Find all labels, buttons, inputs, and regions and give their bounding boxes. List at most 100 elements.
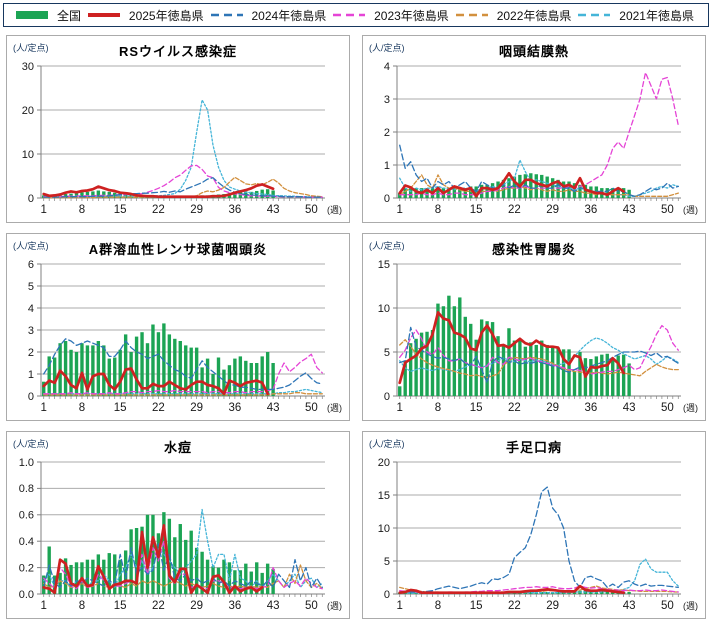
bar-week-21 [151,514,155,594]
bar-week-33 [572,371,577,396]
line-2022年徳島県 [43,392,323,396]
bar-week-39 [605,590,609,594]
legend-item-2024: 2024年徳島県 [209,7,326,24]
x-tick-label: 50 [305,402,318,414]
bar-week-31 [205,559,210,594]
chart-plot-gastroenteritis: 0 5 10 15 1 8 15 22 29 36 43 50 (週) [378,259,698,414]
x-axis-week-label: (週) [683,205,698,215]
bar-week-30 [556,347,560,396]
bar-week-40 [255,190,259,198]
x-tick-label: 8 [79,600,85,612]
y-tick-label: 0.4 [19,536,34,548]
line-2023年徳島県 [399,324,679,375]
legend-item-zenkoku: 全国 [14,7,81,24]
chart-legend: 全国 2025年徳島県 2024年徳島県 2023年徳島県 2022年徳島県 2… [3,3,709,27]
bar-week-8 [436,303,440,396]
y-tick-label: 10 [378,523,390,535]
x-tick-label: 50 [661,402,674,414]
x-tick-label: 1 [41,600,47,612]
bar-week-33 [572,183,577,198]
x-tick-label: 29 [190,204,203,216]
line-2021年徳島県 [43,99,323,198]
x-tick-label: 43 [267,204,280,216]
bar-week-22 [512,340,517,396]
bar-week-16 [479,319,484,396]
bar-week-14 [113,554,117,594]
bar-week-37 [238,570,243,594]
legend-label: 全国 [57,8,82,23]
bar-week-9 [85,345,90,396]
bar-week-38 [244,360,248,396]
line-2022-swatch-icon [454,9,490,21]
x-tick-label: 50 [305,204,318,216]
x-tick-label: 15 [470,402,483,414]
bar-week-1 [398,386,402,396]
y-tick-label: 3 [28,325,34,337]
line-2023年徳島県 [399,71,679,196]
bar-week-3 [408,343,413,396]
y-tick-label: 0.6 [19,510,34,522]
swatch-glyph [16,11,48,19]
legend-label: 2022年徳島県 [496,8,572,23]
x-tick-label: 36 [584,402,597,414]
x-tick-label: 22 [152,600,165,612]
line-2023年徳島県 [43,353,323,395]
x-tick-label: 29 [190,402,203,414]
x-tick-label: 1 [397,402,403,414]
bar-week-36 [589,359,593,396]
y-tick-label: 15 [378,490,390,502]
charts-grid: (人/定点) RSウイルス感染症 0 10 20 30 1 8 15 22 29 36 43 50 (週… [2,35,710,619]
x-tick-label: 29 [546,600,559,612]
bar-week-29 [194,547,199,594]
y-tick-label: 0 [28,391,34,403]
chart-plot-chickenpox: 0.0 0.2 0.4 0.6 0.8 1.0 1 8 15 22 29 36 43 50 (週) [19,457,342,612]
x-tick-label: 15 [114,204,127,216]
bar-week-2 [403,360,407,396]
line-2024年徳島県 [399,144,679,197]
bar-week-43 [627,189,631,198]
bar-week-26 [178,524,182,594]
line-2024年徳島県 [399,326,679,384]
bar-week-17 [129,529,133,594]
bar-week-25 [173,537,177,594]
x-tick-label: 1 [397,600,403,612]
bar-week-9 [85,191,90,198]
bar-week-3 [52,357,57,396]
y-tick-label: 20 [378,457,390,469]
zenkoku-bar-swatch-icon [14,9,50,21]
line-2025-swatch-icon [86,9,122,21]
bar-week-7 [74,562,79,594]
bar-week-10 [447,295,451,396]
bar-week-15 [118,349,122,396]
bar-week-29 [194,347,199,396]
legend-label: 2023年徳島県 [374,8,449,23]
chart-panel-hand-foot-mouth: (人/定点) 手足口病 0 5 10 15 20 1 8 15 22 29 36 43 50 (週) [362,431,706,619]
chart-panel-rs-virus: (人/定点) RSウイルス感染症 0 10 20 30 1 8 15 22 29 36 43 50 (週… [6,35,350,223]
line-2023年徳島県 [43,164,323,198]
line-2022年徳島県 [399,339,679,379]
legend-item-2025: 2025年徳島県 [86,7,204,24]
bar-week-14 [113,357,117,396]
bar-week-23 [518,339,522,396]
bar-week-27 [540,174,544,198]
y-axis-unit-label: (人/定点) [369,439,405,449]
chart-title: 水痘 [163,440,192,455]
bar-week-36 [233,570,237,594]
bar-week-13 [463,188,467,198]
bar-week-38 [244,563,248,594]
bar-week-34 [578,352,582,396]
swatch-glyph [333,13,366,17]
bar-week-30 [200,551,204,594]
bar-week-41 [616,355,620,396]
x-axis-week-label: (週) [327,601,342,611]
x-tick-label: 36 [228,204,241,216]
line-2025年徳島県 [398,311,626,385]
line-2025年徳島県 [398,171,626,198]
bar-week-42 [621,354,626,396]
line-2024年徳島県 [399,486,679,593]
chart-panel-chickenpox: (人/定点) 水痘 0.0 0.2 0.4 0.6 0.8 1.0 1 8 15 22 29 36 43… [6,431,350,619]
y-tick-label: 0.0 [19,589,34,601]
bar-week-2 [47,546,51,594]
chart-plot-rs-virus: 0 10 20 30 1 8 15 22 29 36 43 50 (週) [22,61,342,216]
